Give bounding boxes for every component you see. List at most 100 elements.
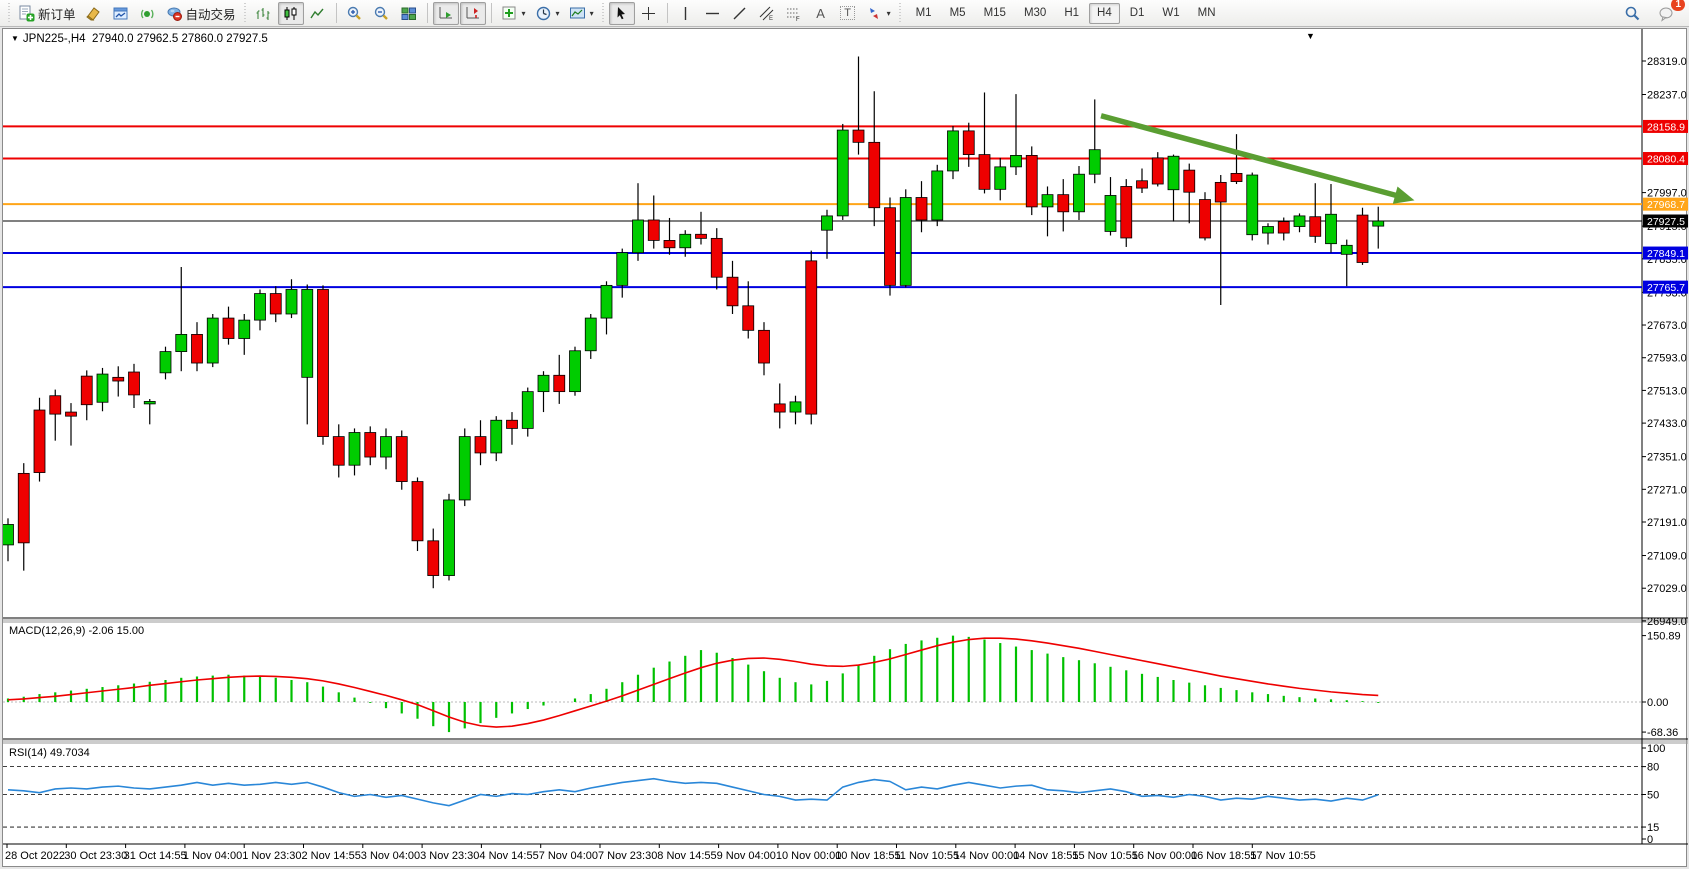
symbol-period-label: JPN225-,H4 <box>22 33 86 45</box>
market-watch-button[interactable] <box>108 2 134 25</box>
bar-chart-button[interactable] <box>251 2 277 25</box>
trend-arrow-object[interactable] <box>1100 113 1415 204</box>
candlestick-chart-button[interactable] <box>277 1 304 25</box>
timeframe-d1[interactable]: D1 <box>1122 3 1153 24</box>
candle-body <box>411 481 424 542</box>
notification-badge: 1 <box>1671 0 1685 11</box>
candle-body <box>1262 226 1274 234</box>
timeframe-h1[interactable]: H1 <box>1056 3 1087 24</box>
timeframe-w1[interactable]: W1 <box>1154 3 1187 24</box>
time-axis-label: 11 Nov 10:55 <box>895 850 960 862</box>
candle-body <box>206 317 219 364</box>
chart-window-icon <box>113 7 128 19</box>
timeframe-mn[interactable]: MN <box>1190 3 1224 24</box>
tile-windows-icon <box>401 7 417 20</box>
price-axis[interactable]: 28319.028237.027997.027915.027835.027753… <box>1642 56 1687 628</box>
search-button[interactable] <box>1619 2 1645 25</box>
scroll-to-end-marker[interactable]: ▼ <box>1306 31 1315 41</box>
eraser-button[interactable] <box>81 2 107 25</box>
trendline-icon <box>733 7 746 19</box>
new-order-icon <box>19 5 35 21</box>
price-tick-label: 27351.0 <box>1647 452 1687 464</box>
tile-windows-button[interactable] <box>396 2 422 25</box>
time-axis-label: 4 Nov 14:55 <box>479 850 538 862</box>
timeframe-label: M15 <box>983 7 1006 19</box>
candle-body <box>458 436 471 501</box>
candle-body <box>773 403 786 413</box>
equidistant-channel-button[interactable]: E <box>754 2 780 25</box>
hline-objects[interactable] <box>3 125 1642 289</box>
price-tag <box>1643 152 1688 166</box>
chart-title: ▼ JPN225-,H4 27940.0 27962.5 27860.0 2792… <box>11 33 268 45</box>
time-axis-label: 2 Nov 14:55 <box>302 850 361 862</box>
chart-canvas[interactable]: 28319.028237.027997.027915.027835.027753… <box>3 29 1688 867</box>
collapse-triangle-icon[interactable]: ▼ <box>11 34 19 43</box>
zoom-in-button[interactable] <box>342 2 368 25</box>
text-label-button[interactable]: T <box>835 2 861 25</box>
price-tag-label: 28080.4 <box>1647 154 1685 166</box>
channel-icon: E <box>759 6 774 22</box>
chevron-down-icon: ▾ <box>555 8 560 18</box>
candle-body <box>285 289 298 315</box>
notifications-button[interactable]: 1 <box>1653 0 1685 25</box>
text-button[interactable]: A <box>808 2 834 25</box>
candle-body <box>584 317 597 352</box>
crosshair-button[interactable] <box>636 2 662 25</box>
cursor-button[interactable] <box>608 1 635 25</box>
candle-body <box>1372 220 1385 227</box>
candle-body <box>348 432 361 466</box>
candle-body <box>600 284 613 319</box>
auto-trading-button[interactable]: 自动交易 <box>162 2 240 25</box>
candle-body <box>1183 169 1196 193</box>
candle-body <box>663 240 676 249</box>
time-axis-label: 30 Oct 23:30 <box>64 850 127 862</box>
fibonacci-icon: F <box>787 8 800 22</box>
candles <box>3 56 1385 589</box>
auto-scroll-button[interactable] <box>432 1 459 25</box>
arrows-button[interactable]: ▾ <box>862 2 895 25</box>
time-axis-label: 31 Oct 14:55 <box>124 850 187 862</box>
time-axis-label: 16 Nov 18:55 <box>1191 850 1256 862</box>
trendline-button[interactable] <box>727 2 753 25</box>
time-axis-label: 15 Nov 10:55 <box>1072 850 1137 862</box>
chevron-down-icon: ▾ <box>521 8 526 18</box>
candle-body <box>1057 194 1070 213</box>
timeframe-m15[interactable]: M15 <box>976 3 1014 24</box>
price-tick-label: 27191.0 <box>1647 517 1687 529</box>
vertical-line-button[interactable] <box>673 2 699 25</box>
auto-trading-icon <box>167 7 182 21</box>
candle-body <box>915 197 928 221</box>
price-tick-label: 27997.0 <box>1647 188 1687 200</box>
candle-body <box>931 170 944 221</box>
candle-body <box>616 252 629 286</box>
candle-body <box>978 154 991 190</box>
candle-body <box>254 293 266 321</box>
timeframe-m30[interactable]: M30 <box>1016 3 1054 24</box>
price-tick-label: 27673.0 <box>1647 320 1687 332</box>
candle-body <box>947 130 959 172</box>
candle-body <box>695 233 707 239</box>
candle-body <box>1041 194 1054 208</box>
toolbar-grip <box>600 3 606 23</box>
indicators-button[interactable]: ▾ <box>497 2 530 25</box>
price-tag-label: 27849.1 <box>1647 248 1685 260</box>
candle-body <box>1073 173 1085 213</box>
templates-button[interactable]: ▾ <box>565 2 598 25</box>
timeframe-m1[interactable]: M1 <box>908 3 940 24</box>
zoom-out-button[interactable] <box>369 2 395 25</box>
fibonacci-button[interactable]: F <box>781 2 807 25</box>
price-tick-label: 27029.0 <box>1647 583 1687 595</box>
chart-shift-button[interactable] <box>459 1 486 25</box>
timeframe-m5[interactable]: M5 <box>942 3 974 24</box>
timeframe-h4[interactable]: H4 <box>1089 2 1120 24</box>
price-tick-label: 27109.0 <box>1647 551 1687 563</box>
horizontal-line-button[interactable] <box>700 2 726 25</box>
new-order-button[interactable]: 新订单 <box>14 2 80 25</box>
line-chart-button[interactable] <box>305 2 331 25</box>
new-order-label: 新订单 <box>38 7 76 22</box>
period-button[interactable]: ▾ <box>531 2 564 25</box>
chart-window[interactable]: 28319.028237.027997.027915.027835.027753… <box>2 28 1688 867</box>
signals-button[interactable] <box>135 2 161 25</box>
candle-body <box>1340 244 1353 255</box>
